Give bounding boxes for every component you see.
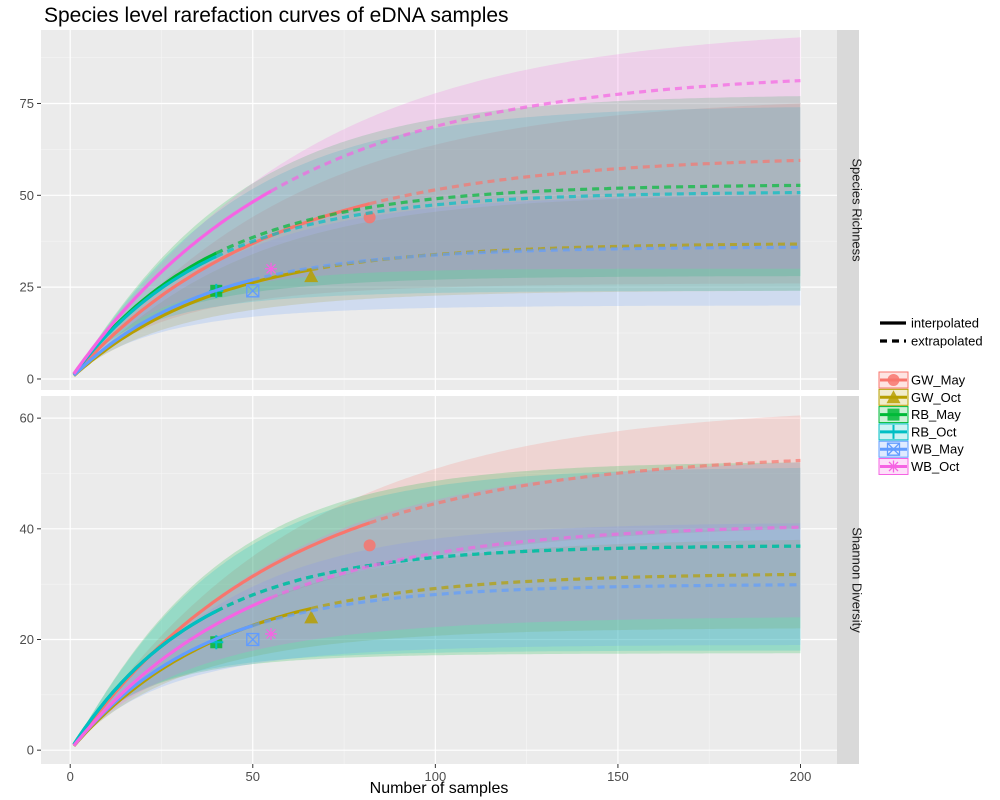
observed-point-wb-oct xyxy=(265,262,278,275)
x-tick-label: 50 xyxy=(246,769,260,784)
extrapolated-line-wb-oct xyxy=(270,79,801,193)
ribbon-gw-may xyxy=(73,415,801,746)
y-tick-label: 25 xyxy=(20,280,34,295)
linetype-legend: interpolated extrapolated xyxy=(880,316,983,349)
panel-species-richness: 0 25 50 75 Species Richness xyxy=(20,30,865,390)
ribbon-gw-oct xyxy=(73,195,801,376)
observed-point-gw-may xyxy=(363,539,376,552)
extrapolated-line-wb-oct xyxy=(270,525,801,600)
y-tick-label: 0 xyxy=(27,371,34,386)
legend-label-rb-may: RB_May xyxy=(911,407,961,422)
x-axis-title: Number of samples xyxy=(370,780,509,797)
legend-label-extrapolated: extrapolated xyxy=(911,334,983,349)
ribbon-wb-may xyxy=(73,523,801,746)
series-legend: GW_May GW_Oct RB_May RB_Oct WB_May WB_Oct xyxy=(878,371,966,475)
extrapolated-line-gw-may xyxy=(369,158,801,206)
panel-shannon-diversity: 0 20 40 60 Shannon Diversity 0 50 100 150 200 xyxy=(20,396,865,784)
interpolated-line-gw-oct xyxy=(72,268,312,377)
x-tick-label: 100 xyxy=(424,769,446,784)
extrapolated-line-rb-oct xyxy=(215,191,801,258)
x-tick-label: 0 xyxy=(67,769,74,784)
y-tick-label: 20 xyxy=(20,632,34,647)
chart-title: Species level rarefaction curves of eDNA… xyxy=(44,4,509,27)
interpolated-line-gw-may xyxy=(72,521,371,746)
ribbon-gw-oct xyxy=(73,539,801,746)
interpolated-line-wb-oct xyxy=(72,596,272,747)
line-layer xyxy=(72,79,801,377)
interpolated-line-wb-oct xyxy=(72,189,272,375)
observed-point-gw-oct xyxy=(304,610,319,624)
ribbon-wb-oct xyxy=(73,37,801,375)
y-tick-label: 40 xyxy=(20,521,34,536)
legend-label-interpolated: interpolated xyxy=(911,316,979,331)
y-tick-label: 0 xyxy=(27,743,34,758)
legend-marker-wb-may xyxy=(886,442,901,456)
legend-marker-rb-may xyxy=(887,408,900,421)
panel-background xyxy=(41,396,837,764)
extrapolated-line-gw-may xyxy=(369,458,801,525)
observed-point-gw-oct xyxy=(304,269,319,283)
extrapolated-line-wb-may xyxy=(252,245,801,282)
facet-strip xyxy=(837,396,859,764)
interpolated-line-rb-oct xyxy=(72,255,217,376)
legend-marker-wb-oct xyxy=(887,460,900,473)
legend-marker-gw-may xyxy=(887,374,900,386)
ribbon-layer xyxy=(73,415,801,746)
ribbon-rb-may xyxy=(73,462,801,745)
extrapolated-line-wb-may xyxy=(252,583,801,628)
x-tick-label: 200 xyxy=(790,769,812,784)
ribbon-rb-oct xyxy=(73,107,801,375)
ribbon-rb-oct xyxy=(73,467,801,745)
legend-label-gw-oct: GW_Oct xyxy=(911,390,961,405)
facet-strip-label: Shannon Diversity xyxy=(850,527,865,633)
observed-point-wb-oct xyxy=(265,627,278,640)
legend-marker-gw-oct xyxy=(886,390,901,404)
ribbon-wb-may xyxy=(73,195,801,376)
interpolated-line-wb-may xyxy=(72,278,254,377)
ribbon-rb-may xyxy=(73,96,801,375)
extrapolated-line-rb-oct xyxy=(215,544,801,613)
extrapolated-line-rb-may xyxy=(215,183,801,255)
observed-point-wb-may xyxy=(246,284,260,298)
ribbon-wb-oct xyxy=(73,462,801,746)
x-tick-label: 150 xyxy=(607,769,629,784)
facet-strip-label: Species Richness xyxy=(850,158,865,262)
legend-label-rb-oct: RB_Oct xyxy=(911,424,957,439)
y-tick-label: 60 xyxy=(20,411,34,426)
extrapolated-line-gw-oct xyxy=(310,572,801,611)
panel-background xyxy=(41,30,837,390)
observed-point-wb-may xyxy=(246,632,260,647)
legend-label-wb-oct: WB_Oct xyxy=(911,459,960,474)
y-tick-label: 50 xyxy=(20,188,34,203)
facet-strip xyxy=(837,30,859,390)
line-layer xyxy=(72,458,801,747)
legend-label-wb-may: WB_May xyxy=(911,442,964,457)
extrapolated-line-gw-oct xyxy=(310,242,801,272)
y-tick-label: 75 xyxy=(20,96,34,111)
ribbon-layer xyxy=(73,37,801,376)
legend-marker-rb-oct xyxy=(886,424,901,439)
legend-label-gw-may: GW_May xyxy=(911,373,966,388)
ribbon-gw-may xyxy=(73,103,801,376)
interpolated-line-rb-oct xyxy=(72,609,218,746)
